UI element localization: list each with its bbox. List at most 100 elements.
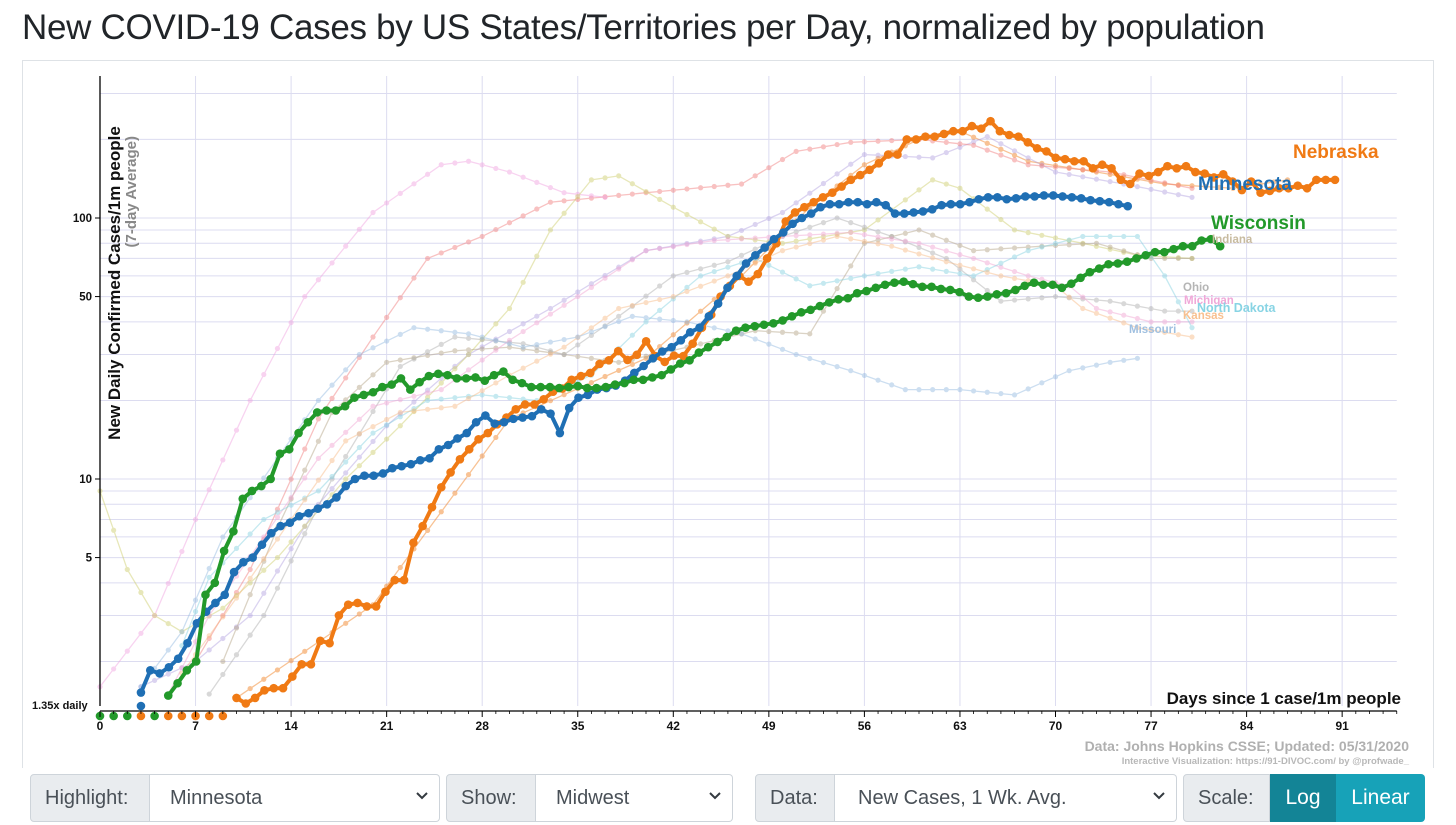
- series-point: [946, 199, 956, 209]
- series-point: [1148, 186, 1154, 192]
- baseline-dot: [218, 711, 228, 721]
- series-point: [1150, 247, 1160, 257]
- series-point: [356, 444, 362, 451]
- series-point: [725, 273, 731, 279]
- series-point: [1237, 185, 1247, 195]
- series-point: [927, 204, 937, 214]
- series-point: [331, 406, 341, 415]
- series-point: [875, 138, 881, 144]
- series-point: [984, 260, 990, 266]
- series-point: [499, 417, 509, 427]
- series-point: [955, 199, 965, 209]
- show-select[interactable]: Midwest: [536, 774, 733, 822]
- chevron-down-icon: [1153, 792, 1165, 800]
- series-point: [848, 368, 854, 374]
- series-point: [704, 312, 714, 321]
- series-point: [274, 345, 281, 352]
- series-point: [163, 691, 173, 700]
- series-point: [967, 121, 977, 131]
- series-point: [534, 358, 540, 364]
- series-point: [554, 383, 564, 393]
- series-point: [998, 298, 1004, 304]
- series-point: [1121, 312, 1127, 318]
- series-point: [1134, 233, 1140, 240]
- series-point: [438, 162, 444, 168]
- series-point: [984, 266, 990, 273]
- series-point: [233, 625, 240, 631]
- y-axis-label: New Daily Confirmed Cases/1m people: [105, 126, 124, 440]
- series-point: [684, 241, 690, 248]
- series-point: [1093, 176, 1100, 182]
- series-path: [236, 130, 1288, 699]
- series-point: [370, 345, 376, 351]
- series-point: [452, 374, 462, 383]
- series-point: [588, 325, 595, 331]
- series-point: [220, 534, 226, 540]
- series-label-indiana: Indiana: [1212, 234, 1253, 246]
- series-point: [797, 213, 807, 223]
- series-point: [1293, 181, 1303, 190]
- series-point: [694, 348, 704, 357]
- series-point: [899, 277, 908, 287]
- series-point: [613, 346, 623, 356]
- series-point: [1039, 232, 1045, 238]
- series-point: [247, 531, 253, 537]
- series-path: [99, 160, 606, 688]
- series-point: [534, 206, 540, 212]
- series-point: [1039, 191, 1049, 200]
- series-point: [1080, 241, 1086, 247]
- series-point: [902, 135, 912, 144]
- series-point: [479, 392, 485, 398]
- series-point: [1076, 193, 1086, 203]
- series-point: [629, 361, 635, 367]
- series-point: [698, 341, 704, 347]
- series-point: [1025, 248, 1031, 254]
- series-point: [384, 436, 390, 442]
- baseline-dot: [163, 711, 173, 721]
- series-point: [1052, 293, 1059, 300]
- series-point: [1132, 254, 1141, 263]
- series-point: [1175, 192, 1181, 198]
- series-point: [930, 244, 936, 250]
- series-point: [834, 295, 843, 304]
- series-point: [1093, 240, 1100, 246]
- series-path: [181, 235, 1193, 646]
- highlight-select[interactable]: Minnesota: [150, 774, 440, 822]
- series-point: [964, 292, 974, 301]
- series-point: [192, 619, 202, 628]
- series-point: [261, 556, 267, 562]
- series-point: [1321, 175, 1330, 185]
- series-point: [534, 253, 540, 259]
- series-point: [1052, 164, 1059, 170]
- scale-linear-button[interactable]: Linear: [1336, 774, 1425, 822]
- series-point: [165, 620, 171, 627]
- series-point: [397, 331, 403, 337]
- series-point: [302, 446, 308, 452]
- series-point: [585, 368, 595, 378]
- series-point: [834, 230, 840, 236]
- series-point: [452, 160, 458, 166]
- series-point: [384, 200, 390, 206]
- series-point: [837, 182, 846, 191]
- series-point: [865, 165, 874, 175]
- series-point: [1134, 315, 1140, 322]
- series-point: [957, 387, 963, 393]
- series-point: [610, 380, 620, 389]
- background-series-line: [97, 173, 1195, 635]
- series-point: [1011, 285, 1020, 295]
- series-point: [138, 630, 144, 636]
- series-point: [206, 691, 212, 697]
- scale-log-button[interactable]: Log: [1270, 774, 1336, 822]
- series-point: [820, 144, 827, 150]
- series-point: [1175, 319, 1181, 325]
- series-point: [1042, 147, 1051, 156]
- x-tick-label: 7: [192, 719, 199, 733]
- series-point: [725, 259, 731, 265]
- highlighted-series-wisconsin: [163, 234, 1225, 700]
- series-point: [446, 468, 455, 477]
- series-point: [711, 268, 717, 275]
- series-point: [370, 403, 376, 409]
- series-point: [1228, 177, 1237, 186]
- data-select-value: New Cases, 1 Wk. Avg.: [858, 786, 1067, 809]
- data-select[interactable]: New Cases, 1 Wk. Avg.: [835, 774, 1177, 822]
